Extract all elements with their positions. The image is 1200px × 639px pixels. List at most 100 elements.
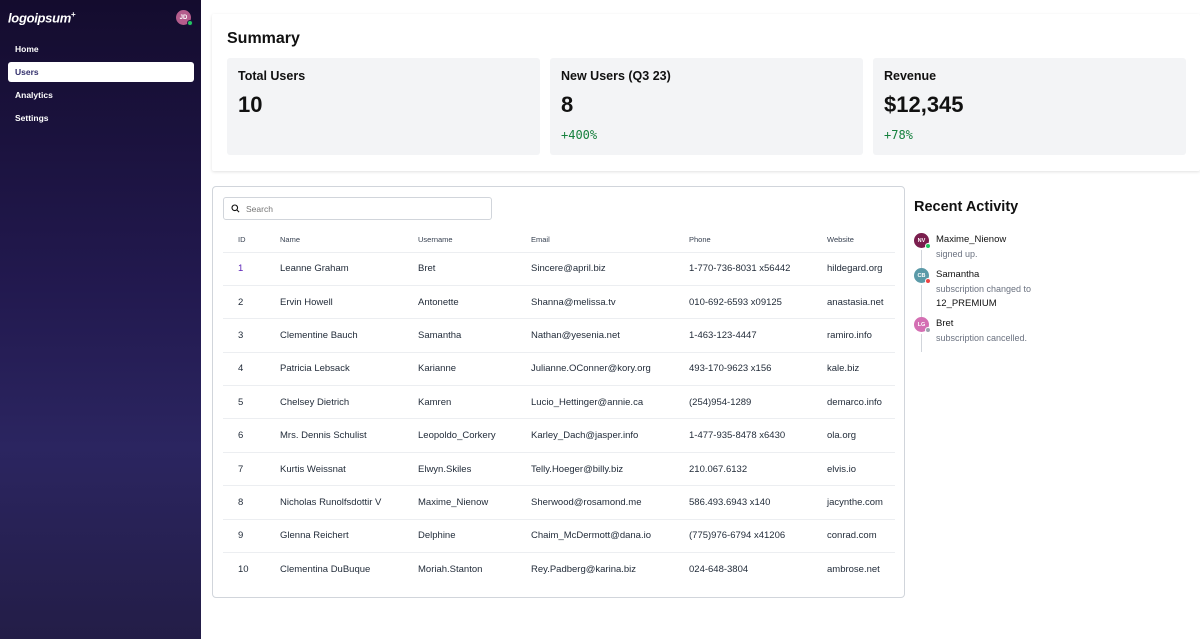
column-header-website[interactable]: Website: [827, 234, 854, 244]
cell-name: Chelsey Dietrich: [265, 385, 403, 419]
column-header-phone[interactable]: Phone: [689, 234, 711, 244]
column-header-username[interactable]: Username: [418, 234, 453, 244]
activity-description: subscription cancelled.: [936, 333, 1028, 343]
card-title: New Users (Q3 23): [561, 69, 671, 83]
cell-website: demarco.info: [812, 385, 895, 419]
table-row[interactable]: 10 Clementina DuBuque Moriah.Stanton Rey.Pa…: [223, 552, 895, 586]
stat-card-new-users: New Users (Q3 23) 8 +400%: [550, 58, 863, 155]
table-row[interactable]: 8 Nicholas Runolfsdottir V Maxime_Nienow Sh…: [223, 485, 895, 520]
cell-website: kale.biz: [812, 351, 895, 386]
cell-username: Moriah.Stanton: [403, 552, 516, 586]
table-header-row: ID Name Username Email Phone Website: [223, 227, 895, 252]
cell-phone: 210.067.6132: [674, 451, 812, 486]
activity-status-dot: [925, 327, 931, 333]
cell-name: Nicholas Runolfsdottir V: [265, 485, 403, 520]
cell-username: Samantha: [403, 318, 516, 353]
card-value: 8: [561, 92, 574, 117]
brand-logo[interactable]: logoipsum+: [8, 10, 76, 26]
cell-phone: 493-170-9623 x156: [674, 351, 812, 386]
activity-avatar-initials: LG: [917, 321, 926, 328]
cell-id: 10: [223, 552, 265, 586]
cell-website: ambrose.net: [812, 552, 895, 586]
table-row[interactable]: 9 Glenna Reichert Delphine Chaim_McDermott@…: [223, 518, 895, 553]
card-title: Revenue: [884, 69, 937, 83]
activity-avatar-initials: CB: [917, 272, 926, 279]
column-header-name[interactable]: Name: [280, 234, 301, 244]
activity-user-name[interactable]: Samantha: [936, 269, 980, 280]
cell-id: 9: [223, 518, 265, 553]
cell-username: Karianne: [403, 351, 516, 386]
table-row[interactable]: 4 Patricia Lebsack Karianne Julianne.OConne…: [223, 351, 895, 386]
logo-mark: +: [71, 10, 76, 19]
cell-email: Julianne.OConner@kory.org: [516, 351, 674, 386]
cell-email: Rey.Padberg@karina.biz: [516, 552, 674, 586]
cell-id: 8: [223, 485, 265, 520]
activity-user-name[interactable]: Bret: [936, 318, 954, 329]
sidebar-item-analytics[interactable]: Analytics: [15, 90, 53, 100]
card-change: +78%: [884, 128, 913, 142]
summary-panel: Summary Total Users 10 New Users (Q3 23)…: [212, 14, 1200, 171]
cell-username: Kamren: [403, 385, 516, 419]
activity-list: NV Maxime_Nienow signed up. CB Samantha subsc…: [914, 233, 1194, 352]
activity-user-name[interactable]: Maxime_Nienow: [936, 234, 1007, 245]
cell-phone: 586.493.6943 x140: [674, 485, 812, 520]
activity-plan-name: 12_PREMIUM: [936, 298, 997, 309]
cell-phone: 1-463-123-4447: [674, 318, 812, 353]
column-header-id[interactable]: ID: [238, 234, 246, 244]
column-header-email[interactable]: Email: [531, 234, 550, 244]
cell-id: 1: [223, 251, 265, 286]
cell-email: Nathan@yesenia.net: [516, 318, 674, 353]
cell-website: conrad.com: [812, 518, 895, 553]
activity-avatar[interactable]: NV: [914, 233, 931, 249]
cell-id: 2: [223, 284, 265, 319]
table-row[interactable]: 7 Kurtis Weissnat Elwyn.Skiles Telly.Hoeger…: [223, 451, 895, 486]
cell-email: Sherwood@rosamond.me: [516, 485, 674, 520]
table-row[interactable]: 5 Chelsey Dietrich Kamren Lucio_Hettinger@a…: [223, 385, 895, 419]
sidebar-item-users[interactable]: Users: [8, 62, 194, 82]
activity-status-dot: [925, 243, 931, 249]
logo-text: logoipsum: [8, 10, 72, 26]
search-icon: [224, 198, 246, 219]
cell-email: Sincere@april.biz: [516, 251, 674, 286]
cell-email: Shanna@melissa.tv: [516, 284, 674, 319]
cell-name: Ervin Howell: [265, 284, 403, 319]
cell-username: Antonette: [403, 284, 516, 319]
sidebar-nav: Home Users Analytics Settings: [8, 39, 194, 131]
table-row[interactable]: 6 Mrs. Dennis Schulist Leopoldo_Corkery Kar…: [223, 418, 895, 453]
activity-status-dot: [925, 278, 931, 284]
cell-phone: 024-648-3804: [674, 552, 812, 586]
cell-website: anastasia.net: [812, 284, 895, 319]
cell-username: Delphine: [403, 518, 516, 553]
card-title: Total Users: [238, 69, 306, 83]
cell-phone: (775)976-6794 x41206: [674, 518, 812, 553]
search-input[interactable]: [246, 203, 486, 214]
cell-id: 4: [223, 351, 265, 386]
sidebar-item-home[interactable]: Home: [15, 44, 39, 54]
summary-title: Summary: [227, 30, 300, 47]
activity-description: subscription changed to: [936, 284, 1032, 294]
timeline-connector: [921, 285, 922, 319]
table-row[interactable]: 2 Ervin Howell Antonette Shanna@melissa.tv 0…: [223, 284, 895, 319]
cell-username: Maxime_Nienow: [403, 485, 516, 520]
card-change: +400%: [561, 128, 598, 142]
recent-activity-title: Recent Activity: [914, 199, 1019, 215]
search-box[interactable]: [223, 197, 492, 220]
cell-website: ola.org: [812, 418, 895, 453]
sidebar-item-settings[interactable]: Settings: [15, 113, 49, 123]
activity-avatar[interactable]: LG: [914, 317, 931, 333]
activity-avatar[interactable]: CB: [914, 268, 931, 284]
cell-website: jacynthe.com: [812, 485, 895, 520]
cell-name: Clementina DuBuque: [265, 552, 403, 586]
table-row[interactable]: 1 Leanne Graham Bret Sincere@april.biz 1-770…: [223, 251, 895, 286]
user-initials: JD: [179, 14, 188, 21]
cell-phone: 010-692-6593 x09125: [674, 284, 812, 319]
cell-phone: 1-770-736-8031 x56442: [674, 251, 812, 286]
stat-card-revenue: Revenue $12,345 +78%: [873, 58, 1186, 155]
table-row[interactable]: 3 Clementine Bauch Samantha Nathan@yesenia.…: [223, 318, 895, 353]
activity-avatar-initials: NV: [917, 237, 926, 244]
user-avatar[interactable]: JD: [176, 10, 193, 26]
timeline-connector: [921, 334, 922, 352]
card-value: $12,345: [884, 92, 964, 117]
cell-name: Clementine Bauch: [265, 318, 403, 353]
cell-website: elvis.io: [812, 451, 895, 486]
